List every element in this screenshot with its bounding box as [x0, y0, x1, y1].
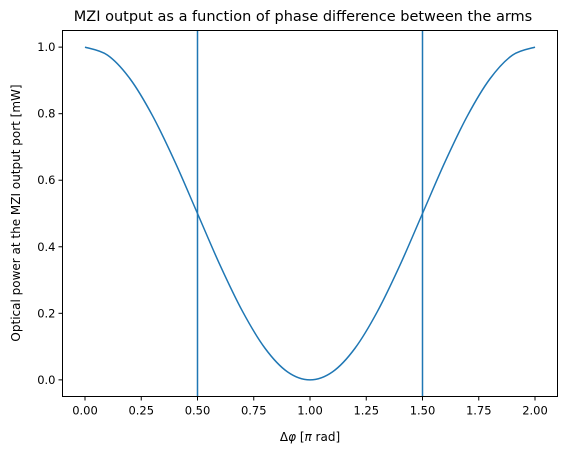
y-axis-ticks: 0.0 0.2 0.4 0.6 0.8 1.0 — [37, 40, 63, 387]
x-tick-label: 1.25 — [353, 404, 379, 418]
vertical-markers — [196, 30, 424, 397]
x-tick-label: 2.00 — [522, 404, 548, 418]
x-tick-label: 0.75 — [241, 404, 267, 418]
plot-frame — [62, 30, 558, 397]
y-tick-label: 0.8 — [37, 107, 55, 121]
x-axis-label-prefix: Δ — [280, 430, 289, 444]
chart-title: MZI output as a function of phase differ… — [74, 9, 533, 25]
y-tick-label: 1.0 — [37, 40, 55, 54]
y-tick-label: 0.6 — [37, 173, 55, 187]
series-line — [84, 46, 536, 381]
y-tick-label: 0.2 — [37, 306, 55, 320]
x-tick-label: 1.00 — [297, 404, 323, 418]
x-tick-label: 0.25 — [128, 404, 154, 418]
y-tick-label: 0.0 — [37, 373, 55, 387]
x-tick-label: 0.00 — [72, 404, 98, 418]
x-axis-label: Δφ [π rad] — [280, 430, 340, 444]
x-tick-label: 1.50 — [410, 404, 436, 418]
x-axis-label-pre-unit: [ — [296, 430, 305, 444]
x-axis-ticks: 0.00 0.25 0.50 0.75 1.00 1.25 1.50 1.75 2.00 — [72, 396, 548, 418]
x-axis-label-suffix: rad] — [312, 430, 340, 444]
series-group — [84, 46, 536, 381]
x-axis-label-symbol: φ — [288, 430, 296, 444]
x-tick-label: 0.50 — [185, 404, 211, 418]
plot-area: 0.00 0.25 0.50 0.75 1.00 1.25 1.50 1.75 2.00 0.0… — [37, 30, 558, 418]
x-tick-label: 1.75 — [466, 404, 492, 418]
y-axis-label: Optical power at the MZI output port [mW… — [9, 84, 23, 341]
y-tick-label: 0.4 — [37, 240, 55, 254]
x-axis-label-unit-symbol: π — [305, 430, 313, 444]
